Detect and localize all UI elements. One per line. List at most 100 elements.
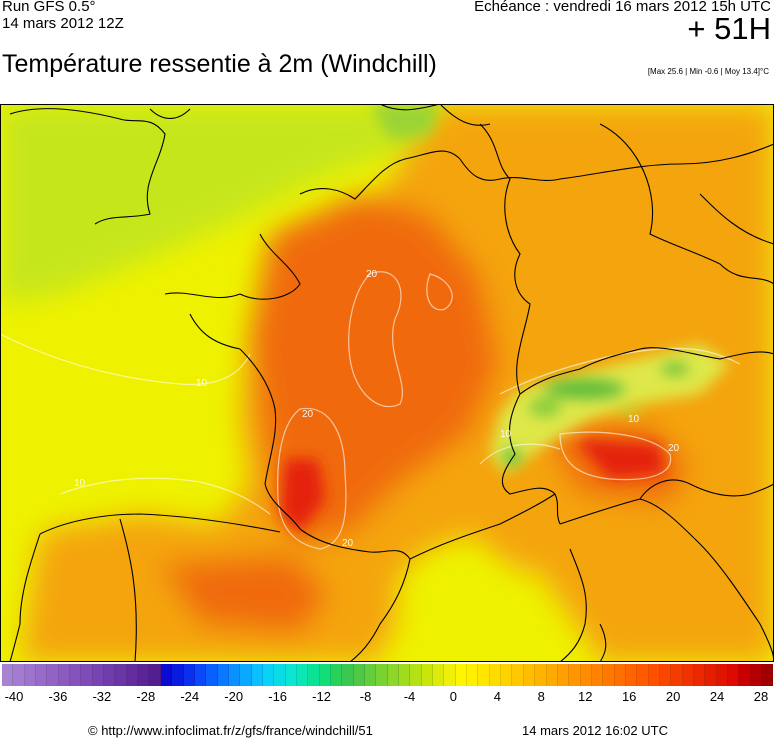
iberia-hot-area [160,554,330,634]
color-scale-cell [557,664,570,686]
contour-label: 10 [500,429,512,440]
color-scale-cell [70,664,82,686]
color-scale-cell [183,664,195,686]
color-scale-label: -28 [136,689,156,704]
color-scale-cell [353,664,365,686]
color-scale-cell [387,664,400,686]
po-red-area [575,439,665,479]
color-scale-cell [410,664,422,686]
color-scale-cell [376,664,388,686]
color-scale-cell [489,664,502,686]
color-scale-cell [433,664,445,686]
color-scale-cell [580,664,592,686]
color-scale-cell [535,664,547,686]
mediterranean-cool-area [380,574,590,662]
country-borders [9,104,774,662]
map-title: Température ressentie à 2m (Windchill) [2,50,437,78]
color-scale-cell [728,664,740,686]
color-scale-cell [467,664,479,686]
color-scale-label: 16 [621,689,637,704]
windchill-map: 20 20 20 20 10 10 10 10 [0,104,774,662]
color-scale-cell [693,664,706,686]
run-date-label: 14 mars 2012 12Z [2,15,124,32]
color-scale-cell [319,664,331,686]
color-scale-label: -8 [359,689,372,704]
color-scale-cell [501,664,513,686]
color-scale-cell [716,664,728,686]
contour-label: 10 [74,478,86,489]
color-scale-cell [569,664,581,686]
color-scale-cell [160,664,173,686]
color-scale-cell [47,664,59,686]
contour-label: 10 [196,378,208,389]
color-scale-cell [546,664,558,686]
color-scale-cell [705,664,717,686]
color-scale-label: -16 [268,689,288,704]
color-scale-cell [92,664,105,686]
color-scale-cell [24,664,37,686]
color-scale-cell [194,664,207,686]
color-scale-cell [591,664,604,686]
contour-label: 20 [302,409,314,420]
contour-label: 20 [342,538,354,549]
color-scale-label: -32 [92,689,112,704]
color-scale-label: -12 [312,689,331,704]
color-scale-label: 12 [578,689,593,704]
color-scale-cell [455,664,468,686]
color-scale-cell [750,664,763,686]
color-scale-label: -40 [4,689,24,704]
color-scale-cell [251,664,263,686]
color-scale-cell [13,664,25,686]
color-scale-label: 20 [665,689,681,704]
color-scale-cell [330,664,343,686]
color-scale-cell [659,664,672,686]
color-scale-cell [739,664,751,686]
color-scale-cell [682,664,694,686]
stats-label: [Max 25.6 | Min -0.6 | Moy 13.4]°C [647,67,769,76]
cool-atlantic-area [0,104,470,304]
color-scale-cell [614,664,626,686]
color-scale-label: 8 [537,689,545,704]
color-scale-cell [58,664,71,686]
color-scale-cell [36,664,48,686]
color-scale-cell [478,664,490,686]
color-scale-cell [444,664,456,686]
color-scale-cell [399,664,411,686]
contour-lines [0,271,741,550]
color-scale-labels: -40 -36 -32 -28 -24 -20 -16 -12 -8 -4 0 4 8 12 16 20 24 2… [2,689,773,707]
color-scale-label: -20 [224,689,244,704]
north-sea-green-area [370,104,440,139]
color-scale-label: -24 [180,689,200,704]
valid-time-label: Echéance : vendredi 16 mars 2012 15h UTC [474,0,771,15]
color-scale-cell [2,664,14,686]
color-scale-cell [240,664,252,686]
color-scale-cell [206,664,218,686]
color-scale-cell [637,664,649,686]
color-scale-label: -4 [403,689,416,704]
contour-labels: 20 20 20 20 10 10 10 10 [74,269,680,549]
contour-label: 10 [628,414,640,425]
color-scale-cell [217,664,229,686]
color-scale-label: -36 [48,689,68,704]
lead-time-label: + 51H [687,11,771,46]
color-scale-cell [262,664,275,686]
color-scale-cell [126,664,139,686]
color-scale-label: 0 [449,689,458,704]
alps-cool-area [490,344,730,474]
color-scale-cell [671,664,683,686]
color-scale-cell [296,664,309,686]
color-scale-cell [523,664,536,686]
color-scale-cell [365,664,377,686]
color-scale-cell [342,664,354,686]
color-scale-cell [762,664,774,686]
color-scale-label: 24 [709,689,725,704]
contour-label: 20 [668,443,680,454]
color-scale-cell [172,664,184,686]
model-run-label: Run GFS 0.5° [2,0,96,15]
color-scale-cell [104,664,116,686]
alps-green-patches [503,363,689,466]
color-scale-cell [149,664,161,686]
generation-time-label: 14 mars 2012 16:02 UTC [522,723,668,738]
color-scale-label: 4 [493,689,501,704]
color-scale-cell [603,664,615,686]
